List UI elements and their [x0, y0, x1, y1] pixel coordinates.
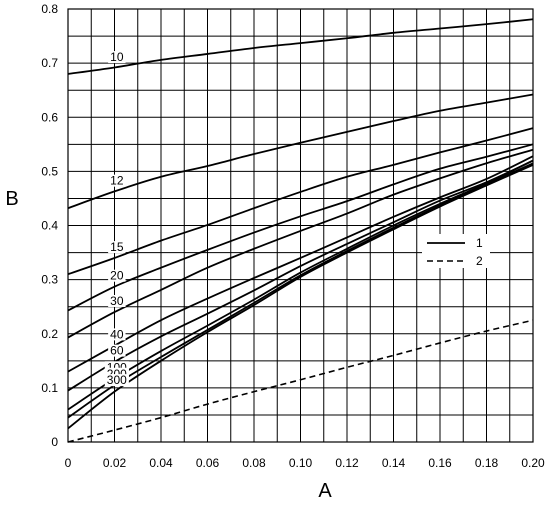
- x-axis-title: A: [318, 480, 332, 502]
- curve-30: [67, 148, 534, 339]
- curve-40: [67, 155, 534, 373]
- curve-15: [67, 127, 534, 276]
- y-tick-label: 0.7: [41, 56, 58, 70]
- y-tick-label: 0.5: [41, 164, 58, 178]
- x-tick-label: 0.18: [475, 456, 499, 470]
- curve-label-300: 300: [107, 373, 127, 387]
- y-axis-title: B: [5, 188, 18, 210]
- curve-label-30: 30: [110, 294, 124, 308]
- curve-label-background: [108, 328, 126, 341]
- plot-frame: [67, 8, 534, 443]
- y-tick-label: 0.2: [41, 327, 58, 341]
- x-tick-label: 0.04: [149, 456, 173, 470]
- y-tick-label: 0.6: [41, 110, 58, 124]
- curve-label-60: 60: [110, 344, 124, 358]
- curve-label-background: [108, 174, 126, 187]
- x-tick-label: 0.20: [521, 456, 545, 470]
- y-tick-labels: 0 0.1 0.2 0.3 0.4 0.5 0.6 0.7 0.8: [41, 2, 58, 449]
- curve-label-20: 20: [110, 269, 124, 283]
- x-tick-label: 0.02: [103, 456, 127, 470]
- legend-label-2: 2: [476, 254, 483, 268]
- curve-label-background: [108, 241, 126, 254]
- x-tick-label: 0.10: [289, 456, 313, 470]
- curve-200: [67, 162, 534, 419]
- legend-label-1: 1: [476, 236, 483, 250]
- curve-label-background: [108, 294, 126, 307]
- curve-label-40: 40: [110, 327, 124, 341]
- curve-dashed-2: [67, 319, 534, 443]
- curve-label-background: [108, 344, 126, 357]
- y-tick-label: 0.8: [41, 2, 58, 16]
- x-tick-label: 0: [65, 456, 72, 470]
- curve-60: [67, 159, 534, 392]
- curve-label-background: [108, 51, 126, 64]
- y-tick-label: 0.4: [41, 219, 58, 233]
- x-tick-label: 0.08: [242, 456, 266, 470]
- x-tick-labels: 0 0.02 0.04 0.06 0.08 0.10 0.12 0.14 0.16 0.18 0.2…: [65, 456, 545, 470]
- curve-label-10: 10: [110, 50, 124, 64]
- legend-background: [422, 234, 490, 268]
- curve-20: [67, 143, 534, 312]
- curve-label-background: [108, 269, 126, 282]
- curve-label-background: [104, 374, 129, 387]
- curve-10: [67, 18, 534, 75]
- x-tick-label: 0.16: [428, 456, 452, 470]
- legend: 1 2: [422, 234, 490, 268]
- curve-label-15: 15: [110, 240, 124, 254]
- curve-label-12: 12: [110, 174, 124, 188]
- curve-12: [67, 93, 534, 210]
- series-group: [67, 18, 534, 443]
- x-tick-label: 0.06: [196, 456, 220, 470]
- y-tick-label: 0.3: [41, 273, 58, 287]
- x-tick-label: 0.12: [335, 456, 359, 470]
- y-tick-label: 0: [51, 435, 58, 449]
- x-tick-label: 0.14: [382, 456, 406, 470]
- grid: [67, 8, 534, 443]
- curve-100: [67, 159, 534, 411]
- curve-300: [67, 164, 534, 430]
- y-tick-label: 0.1: [41, 381, 58, 395]
